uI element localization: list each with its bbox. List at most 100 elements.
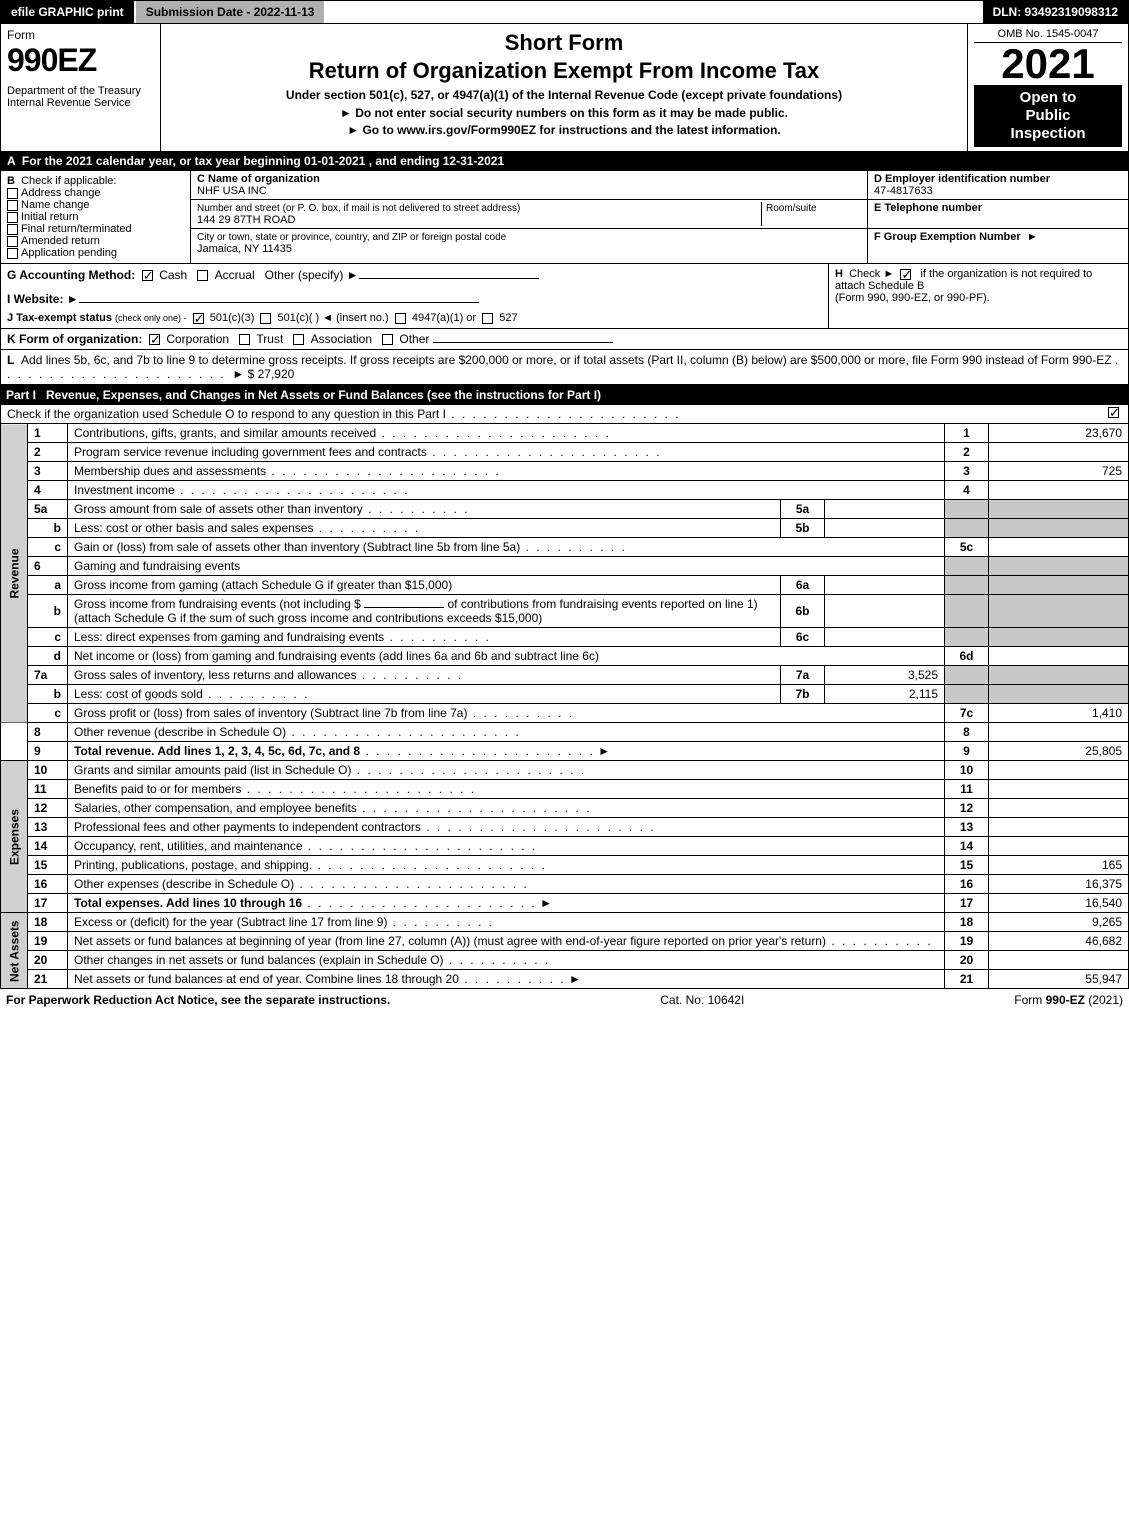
- g-other-input[interactable]: [359, 278, 539, 279]
- l17-text: Total expenses. Add lines 10 through 16: [74, 896, 302, 910]
- l8-text: Other revenue (describe in Schedule O): [74, 725, 521, 739]
- l13-text: Professional fees and other payments to …: [74, 820, 656, 834]
- checkbox-501c3[interactable]: [193, 313, 204, 324]
- l6a-amt: [825, 576, 945, 595]
- checkbox-other-org[interactable]: [382, 334, 393, 345]
- l6c-num: c: [28, 628, 68, 647]
- checkbox-527[interactable]: [482, 313, 493, 324]
- l5b-num: b: [28, 519, 68, 538]
- header-middle: Short Form Return of Organization Exempt…: [161, 24, 968, 151]
- line-18: Net Assets 18 Excess or (deficit) for th…: [1, 913, 1129, 932]
- checkbox-initial-return[interactable]: [7, 212, 18, 223]
- b-label: B: [7, 175, 15, 187]
- goto-link[interactable]: ► Go to www.irs.gov/Form990EZ for instru…: [169, 123, 959, 137]
- l5c-text: Gain or (loss) from sale of assets other…: [74, 540, 627, 554]
- l7c-num: c: [28, 704, 68, 723]
- org-name: NHF USA INC: [197, 185, 267, 197]
- l-amount: 27,920: [258, 367, 295, 381]
- checkbox-trust[interactable]: [239, 334, 250, 345]
- checkbox-accrual[interactable]: [197, 270, 208, 281]
- l5c-num: c: [28, 538, 68, 557]
- j-501c: 501(c)( ) ◄ (insert no.): [278, 312, 389, 324]
- l18-text: Excess or (deficit) for the year (Subtra…: [74, 915, 494, 929]
- l6c-shade2: [989, 628, 1129, 647]
- checkbox-cash[interactable]: [142, 270, 153, 281]
- b-final-return: Final return/terminated: [21, 223, 132, 235]
- l15-amt: 165: [989, 856, 1129, 875]
- l5c-amt: [989, 538, 1129, 557]
- l6a-num: a: [28, 576, 68, 595]
- l1-text: Contributions, gifts, grants, and simila…: [74, 426, 611, 440]
- checkbox-schedule-o[interactable]: [1108, 407, 1119, 418]
- header-left: Form 990EZ Department of the Treasury In…: [1, 24, 161, 151]
- l7a-shade: [945, 666, 989, 685]
- checkbox-h[interactable]: [900, 269, 911, 280]
- line-5b: b Less: cost or other basis and sales ex…: [1, 519, 1129, 538]
- form-header: Form 990EZ Department of the Treasury In…: [0, 24, 1129, 152]
- b-app-pending: Application pending: [21, 247, 117, 259]
- l7a-box: 7a: [781, 666, 825, 685]
- l11-num: 11: [28, 780, 68, 799]
- row-a: A For the 2021 calendar year, or tax yea…: [0, 152, 1129, 171]
- b-check-if: Check if applicable:: [21, 175, 116, 187]
- l1-box: 1: [945, 424, 989, 443]
- l5a-box: 5a: [781, 500, 825, 519]
- checkbox-corp[interactable]: [149, 334, 160, 345]
- footer-mid: Cat. No. 10642I: [660, 993, 744, 1007]
- form-number: 990EZ: [7, 42, 154, 79]
- b-name-change: Name change: [21, 199, 90, 211]
- checkbox-app-pending[interactable]: [7, 248, 18, 259]
- checkbox-amended[interactable]: [7, 236, 18, 247]
- h-text1: Check ►: [849, 268, 894, 280]
- checkbox-name-change[interactable]: [7, 200, 18, 211]
- checkbox-assoc[interactable]: [293, 334, 304, 345]
- e-row: E Telephone number: [868, 200, 1128, 229]
- submission-date: Submission Date - 2022-11-13: [136, 1, 327, 23]
- line-6a: a Gross income from gaming (attach Sched…: [1, 576, 1129, 595]
- website-input[interactable]: [79, 302, 479, 303]
- l9-box: 9: [945, 742, 989, 761]
- efile-print-button[interactable]: efile GRAPHIC print: [1, 1, 136, 23]
- line-7c: c Gross profit or (loss) from sales of i…: [1, 704, 1129, 723]
- l2-amt: [989, 443, 1129, 462]
- line-12: 12 Salaries, other compensation, and emp…: [1, 799, 1129, 818]
- l19-box: 19: [945, 932, 989, 951]
- l2-box: 2: [945, 443, 989, 462]
- line-16: 16 Other expenses (describe in Schedule …: [1, 875, 1129, 894]
- f-arrow: ►: [1027, 231, 1038, 243]
- l5a-shade2: [989, 500, 1129, 519]
- l14-box: 14: [945, 837, 989, 856]
- l7b-shade2: [989, 685, 1129, 704]
- b-initial-return: Initial return: [21, 211, 78, 223]
- checkbox-501c[interactable]: [260, 313, 271, 324]
- l19-num: 19: [28, 932, 68, 951]
- l5a-num: 5a: [28, 500, 68, 519]
- l6d-amt: [989, 647, 1129, 666]
- i-row: I Website: ►: [7, 292, 822, 306]
- d-row: D Employer identification number 47-4817…: [868, 171, 1128, 200]
- l12-amt: [989, 799, 1129, 818]
- line-9: 9 Total revenue. Add lines 1, 2, 3, 4, 5…: [1, 742, 1129, 761]
- line-6b: b Gross income from fundraising events (…: [1, 595, 1129, 628]
- l-text: Add lines 5b, 6c, and 7b to line 9 to de…: [21, 353, 1112, 367]
- i-label: I Website: ►: [7, 292, 79, 306]
- l19-text: Net assets or fund balances at beginning…: [74, 934, 933, 948]
- part1-label: Part I: [6, 388, 46, 402]
- l6-num: 6: [28, 557, 68, 576]
- checkbox-4947[interactable]: [395, 313, 406, 324]
- l9-text: Total revenue. Add lines 1, 2, 3, 4, 5c,…: [74, 744, 360, 758]
- k-other-input[interactable]: [433, 342, 613, 343]
- checkbox-final-return[interactable]: [7, 224, 18, 235]
- l6a-shade2: [989, 576, 1129, 595]
- line-5c: c Gain or (loss) from sale of assets oth…: [1, 538, 1129, 557]
- l6-shade2: [989, 557, 1129, 576]
- return-title: Return of Organization Exempt From Incom…: [169, 58, 959, 84]
- line-3: 3 Membership dues and assessments 3 725: [1, 462, 1129, 481]
- l6b-blank[interactable]: [364, 607, 444, 608]
- l5a-amt: [825, 500, 945, 519]
- l3-text: Membership dues and assessments: [74, 464, 501, 478]
- city-label: City or town, state or province, country…: [197, 232, 506, 243]
- l2-text: Program service revenue including govern…: [74, 445, 662, 459]
- checkbox-address-change[interactable]: [7, 188, 18, 199]
- l7a-amt: 3,525: [825, 666, 945, 685]
